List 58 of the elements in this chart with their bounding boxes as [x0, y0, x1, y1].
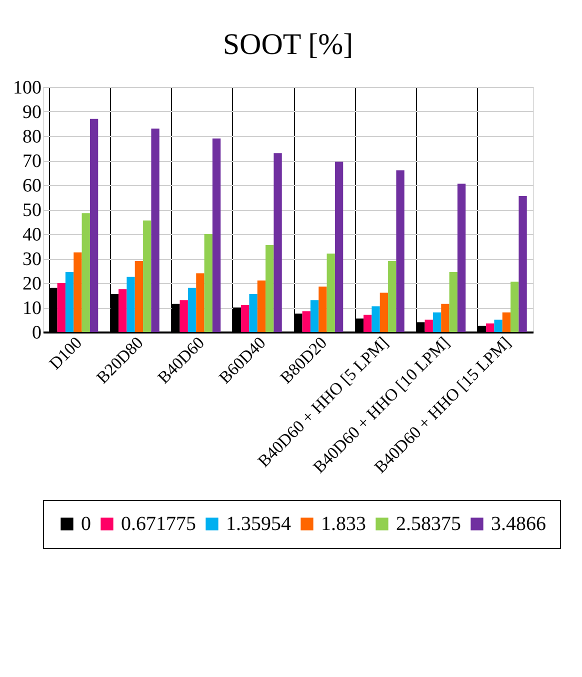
bar	[212, 138, 221, 332]
bar	[510, 282, 519, 332]
bar	[143, 220, 152, 332]
bar	[266, 245, 274, 332]
bar	[457, 184, 466, 332]
bar	[486, 323, 494, 332]
bar	[65, 272, 74, 332]
bar	[302, 311, 310, 332]
y-tick-label: 70	[22, 151, 42, 172]
legend-label: 0	[81, 513, 91, 535]
bar	[82, 213, 90, 332]
bar	[180, 300, 188, 332]
bar	[494, 320, 502, 332]
bar	[388, 260, 396, 332]
bar	[126, 276, 135, 332]
bar	[372, 306, 380, 332]
bar	[188, 288, 196, 332]
bar	[441, 304, 450, 332]
bar	[249, 294, 258, 332]
bar	[274, 153, 282, 332]
bar	[257, 280, 266, 332]
bar	[380, 292, 388, 332]
y-tick-label: 10	[22, 298, 42, 319]
bar	[118, 289, 127, 332]
y-tick-label: 20	[22, 274, 42, 294]
bar	[134, 260, 144, 332]
bar	[424, 320, 433, 332]
bar	[396, 170, 404, 332]
legend-label: 3.4866	[491, 513, 546, 535]
bar	[151, 128, 160, 332]
y-tick-label: 0	[32, 322, 42, 344]
bar	[518, 196, 527, 332]
y-tick-label: 80	[22, 126, 42, 148]
chart-title: SOOT [%]	[222, 28, 354, 61]
bar	[57, 283, 66, 332]
y-tick-label: 40	[22, 224, 42, 246]
bar	[204, 234, 212, 332]
bar	[364, 314, 372, 332]
y-tick-label: 100	[13, 78, 42, 98]
bar	[449, 272, 458, 332]
bar	[196, 273, 204, 332]
bar	[74, 252, 82, 332]
legend-label: 1.833	[321, 513, 366, 535]
legend-label: 1.35954	[226, 513, 291, 535]
bar	[241, 305, 250, 332]
bar	[318, 286, 327, 332]
y-tick-label: 90	[22, 102, 42, 123]
bar	[310, 300, 319, 332]
bar	[502, 312, 511, 332]
bar	[334, 162, 344, 332]
y-tick-label: 60	[22, 176, 42, 196]
legend-label: 0.671775	[121, 513, 196, 535]
bar	[432, 312, 442, 332]
y-tick-label: 30	[22, 249, 42, 270]
legend-label: 2.58375	[396, 513, 461, 535]
bar	[90, 118, 98, 332]
y-tick-label: 50	[22, 200, 42, 221]
bar	[326, 254, 335, 332]
